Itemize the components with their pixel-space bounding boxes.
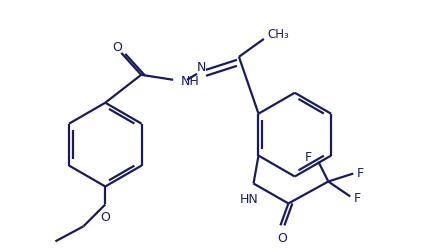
Text: CH₃: CH₃ [268,28,290,41]
Text: HN: HN [240,193,259,206]
Text: F: F [357,167,364,180]
Text: F: F [354,192,361,205]
Text: N: N [196,61,206,74]
Text: O: O [112,41,122,54]
Text: F: F [305,151,312,164]
Text: O: O [100,211,110,224]
Text: O: O [277,232,287,245]
Text: NH: NH [181,75,200,88]
